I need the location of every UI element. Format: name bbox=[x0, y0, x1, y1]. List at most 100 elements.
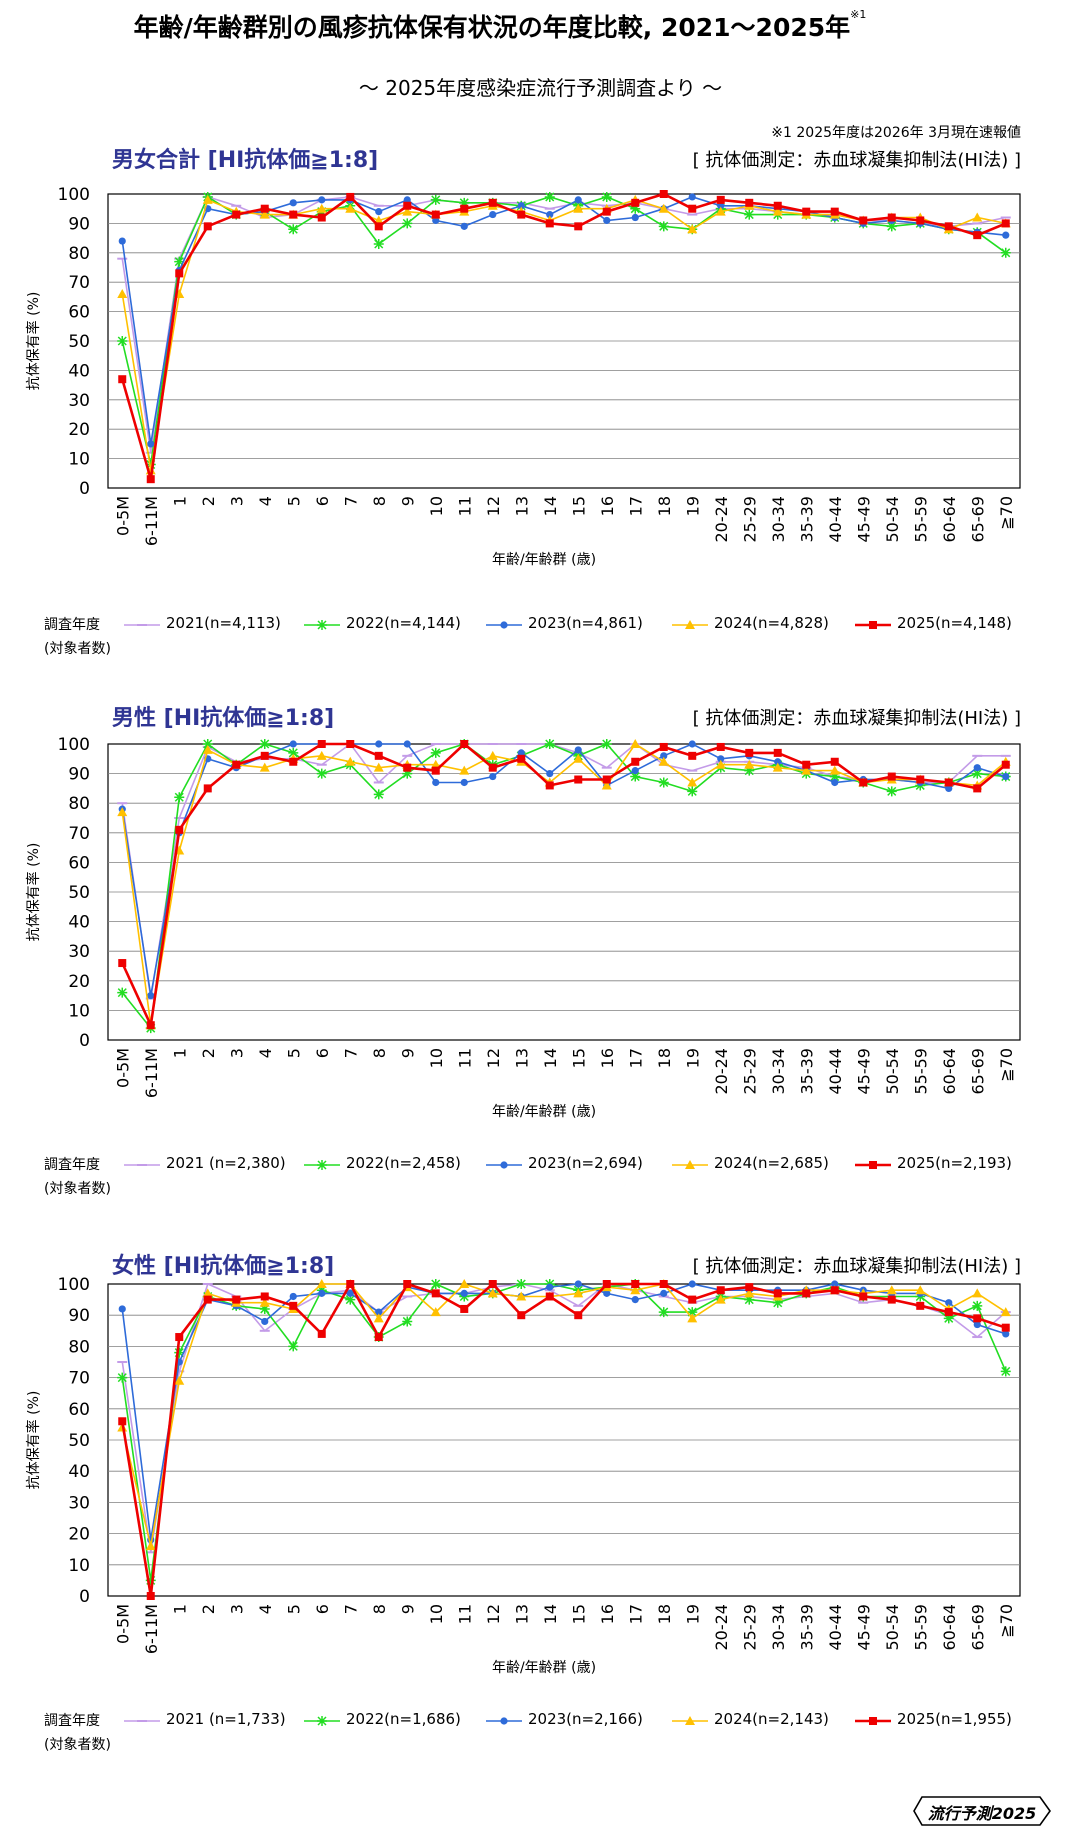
x-tick-label: 9 bbox=[398, 1048, 417, 1058]
panel-method-note: [ 抗体価測定：赤血球凝集抑制法(HI法) ] bbox=[692, 1256, 1021, 1277]
legend-swatch-marker bbox=[685, 620, 695, 629]
x-tick-label: 3 bbox=[227, 496, 246, 506]
x-axis-label: 年齢/年齢群 (歳) bbox=[492, 1660, 596, 1676]
y-tick-label: 20 bbox=[68, 420, 90, 440]
data-point bbox=[688, 1295, 697, 1304]
data-point bbox=[403, 196, 411, 204]
y-axis-label: 抗体保有率 (%) bbox=[25, 292, 42, 391]
x-tick-label: 6-11M bbox=[142, 1604, 161, 1654]
data-point bbox=[716, 742, 725, 751]
y-tick-label: 60 bbox=[68, 1400, 90, 1420]
data-point bbox=[459, 197, 470, 208]
x-tick-label: 7 bbox=[341, 496, 360, 506]
data-point bbox=[174, 256, 185, 267]
data-point bbox=[830, 207, 839, 216]
data-point bbox=[631, 213, 639, 222]
legend-label: 2022(n=1,686) bbox=[346, 1710, 461, 1728]
legend-swatch-marker bbox=[317, 620, 327, 630]
legend-heading-year: 調査年度 bbox=[44, 1713, 100, 1729]
data-point bbox=[945, 1299, 953, 1307]
x-tick-label: 35-39 bbox=[797, 1048, 816, 1095]
x-tick-label: 60-64 bbox=[940, 1604, 959, 1651]
logo-text: 流行予測2025 bbox=[927, 1804, 1037, 1823]
legend-swatch-marker bbox=[500, 1161, 508, 1169]
legend-swatch bbox=[672, 1160, 708, 1169]
data-point bbox=[631, 1296, 639, 1304]
data-point bbox=[289, 757, 298, 766]
data-point bbox=[801, 765, 812, 775]
data-point bbox=[459, 765, 470, 775]
x-tick-label: 55-59 bbox=[911, 1604, 930, 1651]
data-point bbox=[316, 768, 327, 779]
legend-label: 2023(n=2,166) bbox=[528, 1710, 643, 1728]
series-2022 bbox=[117, 1279, 1011, 1586]
data-point bbox=[716, 1286, 725, 1295]
data-point bbox=[601, 191, 612, 202]
data-point bbox=[631, 757, 640, 766]
x-tick-label: 11 bbox=[455, 1604, 474, 1624]
data-point bbox=[973, 231, 982, 240]
x-tick-label: 25-29 bbox=[740, 1048, 759, 1095]
legend-label: 2024(n=4,828) bbox=[714, 614, 829, 632]
y-tick-label: 100 bbox=[58, 735, 90, 755]
data-point bbox=[487, 750, 498, 760]
data-point bbox=[316, 1279, 327, 1288]
x-tick-label: 6-11M bbox=[142, 496, 161, 546]
x-tick-label: 50-54 bbox=[883, 1048, 902, 1095]
data-point bbox=[574, 196, 582, 204]
data-point bbox=[259, 209, 270, 219]
y-tick-label: 100 bbox=[58, 1275, 90, 1295]
x-tick-label: 45-49 bbox=[854, 496, 873, 543]
y-tick-label: 90 bbox=[68, 765, 90, 785]
title-note-mark: ※1 bbox=[850, 8, 867, 21]
data-point bbox=[688, 204, 697, 213]
data-point bbox=[517, 1311, 526, 1320]
data-point bbox=[659, 190, 668, 198]
data-point bbox=[289, 199, 297, 207]
x-tick-label: 11 bbox=[455, 1048, 474, 1068]
x-tick-label: 6-11M bbox=[142, 1048, 161, 1098]
data-point bbox=[574, 1280, 582, 1288]
page-title: 年齢/年齢群別の風疹抗体保有状況の年度比較, 2021〜2025年※1 bbox=[0, 8, 1000, 44]
x-tick-label: 16 bbox=[598, 1048, 617, 1068]
data-point bbox=[1002, 772, 1010, 781]
legend-heading-n: (対象者数) bbox=[44, 1181, 111, 1197]
legend-swatch-marker bbox=[869, 1717, 877, 1725]
data-point bbox=[745, 748, 754, 757]
legend-total: 調査年度 (対象者数) 2021(n=4,113) 2022(n=4,144) 20… bbox=[0, 614, 1081, 664]
x-tick-label: 0-5M bbox=[113, 1604, 132, 1644]
data-point bbox=[574, 775, 583, 784]
data-point bbox=[260, 751, 269, 760]
series-line bbox=[121, 1283, 1007, 1540]
data-point bbox=[829, 771, 840, 782]
data-point bbox=[972, 1300, 983, 1311]
y-tick-label: 10 bbox=[68, 1001, 90, 1021]
data-point bbox=[459, 1279, 470, 1288]
y-tick-label: 60 bbox=[68, 303, 90, 323]
data-point bbox=[602, 207, 611, 216]
x-tick-label: 19 bbox=[683, 1604, 702, 1624]
panel-title: 女性 [HI抗体価≧1:8] bbox=[112, 1254, 335, 1279]
series-line bbox=[121, 1282, 1007, 1553]
y-tick-label: 30 bbox=[68, 942, 90, 962]
x-tick-label: 13 bbox=[512, 496, 531, 516]
data-point bbox=[117, 1372, 128, 1383]
data-point bbox=[773, 201, 782, 210]
series-2024 bbox=[117, 1279, 1011, 1551]
legend-label: 2023(n=2,694) bbox=[528, 1154, 643, 1172]
data-point bbox=[117, 288, 128, 298]
y-tick-label: 90 bbox=[68, 1306, 90, 1326]
x-tick-label: 40-44 bbox=[826, 1048, 845, 1095]
data-point bbox=[603, 1289, 611, 1297]
panel-female: 女性 [HI抗体価≧1:8] [ 抗体価測定：赤血球凝集抑制法(HI法) ] 0… bbox=[0, 1248, 1081, 1788]
y-tick-label: 60 bbox=[68, 853, 90, 873]
legend-label: 2025(n=4,148) bbox=[897, 614, 1012, 632]
data-point bbox=[972, 1288, 983, 1298]
x-tick-label: 13 bbox=[512, 1048, 531, 1068]
x-tick-label: 1 bbox=[170, 496, 189, 506]
series-2021 bbox=[117, 195, 1011, 454]
y-tick-label: 20 bbox=[68, 972, 90, 992]
data-point bbox=[546, 210, 554, 219]
footnote: ※1 2025年度は2026年 3月現在速報値 bbox=[771, 125, 1021, 141]
panel-title: 男性 [HI抗体価≧1:8] bbox=[112, 706, 335, 731]
